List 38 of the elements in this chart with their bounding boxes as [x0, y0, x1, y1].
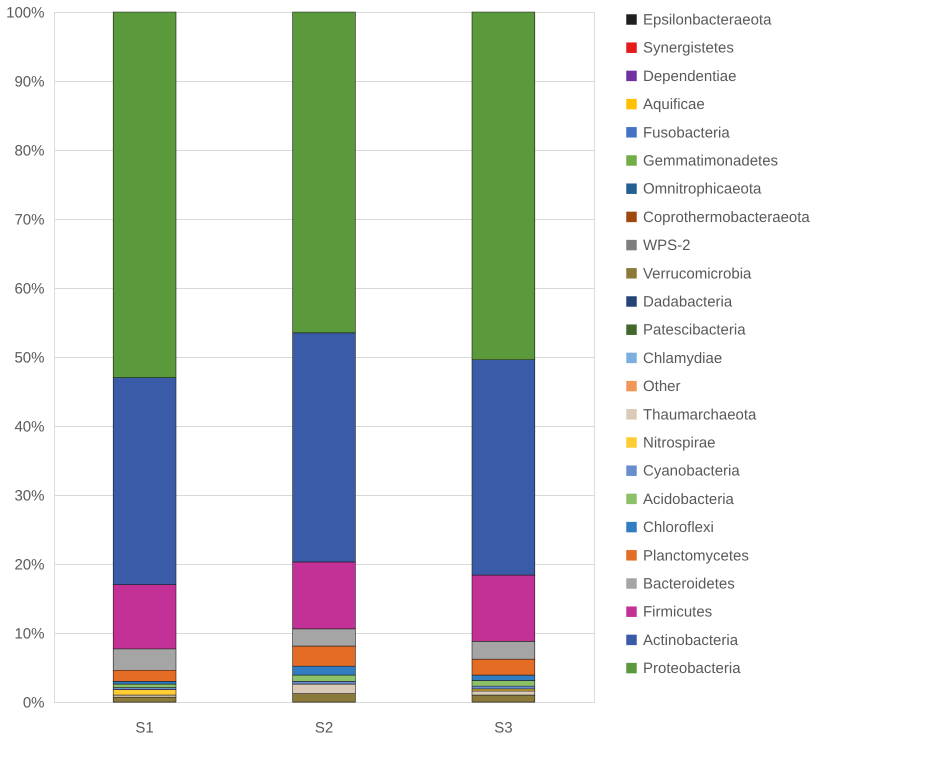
x-tick-label: S2: [314, 720, 334, 736]
legend-label: Verrucomicrobia: [643, 265, 752, 282]
legend-label: Gemmatimonadetes: [643, 152, 778, 170]
legend-label: Epsilonbacteraeota: [643, 12, 772, 28]
x-tick-label: S1: [135, 720, 154, 736]
y-tick-label: 100%: [6, 4, 44, 22]
legend-label: Other: [643, 378, 681, 396]
legend-label: Synergistetes: [643, 40, 734, 57]
legend-label: Aquificae: [643, 96, 705, 114]
y-tick-label: 0%: [22, 694, 44, 712]
y-tick-label: 30%: [14, 488, 44, 504]
y-tick-label: 70%: [14, 212, 44, 228]
legend-label: Omnitrophicaeota: [643, 180, 762, 198]
y-tick-label: 80%: [14, 142, 44, 160]
legend-label: Firmicutes: [643, 604, 712, 621]
legend-label: Chlamydiae: [643, 350, 722, 367]
y-tick-label: 50%: [14, 350, 44, 366]
y-tick-label: 90%: [14, 74, 44, 90]
legend-label: Cyanobacteria: [643, 462, 740, 480]
y-tick-label: 10%: [14, 626, 44, 642]
legend-label: WPS-2: [643, 237, 691, 254]
legend-label: Planctomycetes: [643, 547, 749, 564]
legend-label: Nitrospirae: [643, 434, 716, 452]
x-tick-label: S3: [494, 720, 513, 736]
y-tick-label: 60%: [14, 280, 44, 298]
legend-label: Dependentiae: [643, 68, 736, 85]
y-tick-label: 20%: [14, 556, 44, 574]
legend-label: Chloroflexi: [643, 519, 714, 536]
legend-label: Coprothermobacteraeota: [643, 208, 810, 226]
legend-label: Thaumarchaeota: [643, 406, 758, 424]
legend-label: Dadabacteria: [643, 294, 733, 310]
legend-label: Actinobacteria: [643, 632, 739, 649]
y-tick-label: 40%: [14, 418, 44, 436]
legend-label: Bacteroidetes: [643, 576, 735, 592]
legend-label: Fusobacteria: [643, 124, 730, 142]
legend-label: Acidobacteria: [643, 490, 735, 508]
legend-label: Patescibacteria: [643, 322, 746, 339]
legend-label: Proteobacteria: [643, 660, 742, 678]
